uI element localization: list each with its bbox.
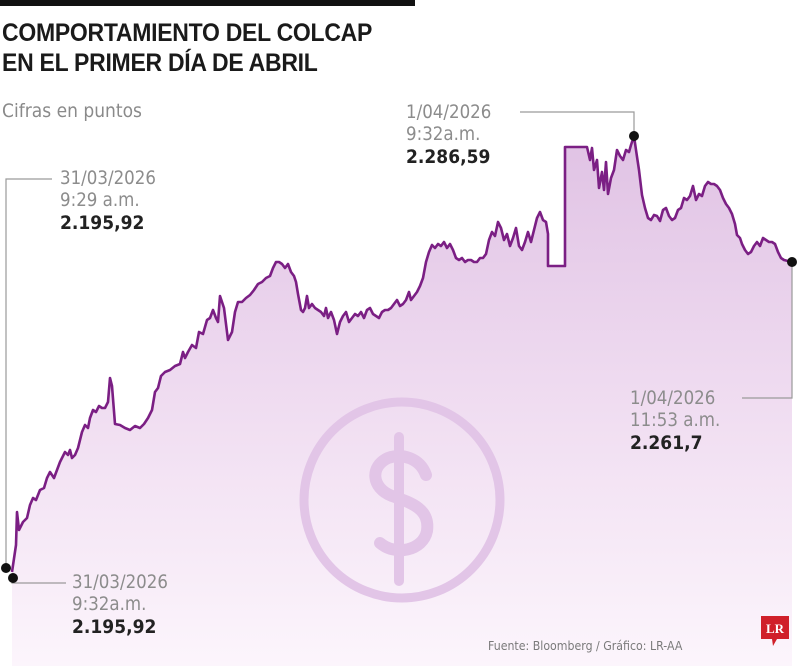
annotation-time: 11:53 a.m. [630, 410, 721, 431]
marker-peak [629, 131, 639, 141]
lr-logo-icon: LR [761, 616, 789, 646]
top-rule [0, 0, 415, 6]
chart-subtitle: Cifras en puntos [2, 100, 142, 122]
annotation-value: 2.261,7 [630, 432, 703, 454]
annotation-time: 9:32a.m. [72, 594, 147, 615]
title-line-1: COMPORTAMIENTO DEL COLCAP [2, 19, 373, 47]
annotation-value: 2.286,59 [406, 146, 491, 168]
price-line [10, 134, 793, 573]
chart-title: COMPORTAMIENTO DEL COLCAP EN EL PRIMER D… [2, 18, 372, 78]
marker-end [787, 257, 797, 267]
logo-text: LR [766, 621, 785, 636]
annotation-date: 1/04/2026 [406, 102, 492, 123]
source-credit: Fuente: Bloomberg / Gráfico: LR-AA [488, 638, 683, 653]
annotation-time: 9:29 a.m. [60, 190, 140, 211]
annotation-peak: 1/04/2026 9:32a.m. 2.286,59 [406, 102, 491, 168]
dollar-coin-icon [299, 397, 505, 603]
annotation-date: 31/03/2026 [72, 572, 168, 593]
annotation-start-low: 31/03/2026 9:32a.m. 2.195,92 [72, 572, 168, 638]
annotation-date: 1/04/2026 [630, 388, 716, 409]
annotation-date: 31/03/2026 [60, 168, 156, 189]
annotation-value: 2.195,92 [72, 616, 157, 638]
annotation-time: 9:32a.m. [406, 124, 481, 145]
title-line-2: EN EL PRIMER DÍA DE ABRIL [2, 49, 318, 77]
annotation-value: 2.195,92 [60, 212, 145, 234]
marker-start-open [1, 563, 11, 573]
annotation-end: 1/04/2026 11:53 a.m. 2.261,7 [630, 388, 720, 454]
marker-start-low [8, 573, 18, 583]
annotation-start-open: 31/03/2026 9:29 a.m. 2.195,92 [60, 168, 156, 234]
